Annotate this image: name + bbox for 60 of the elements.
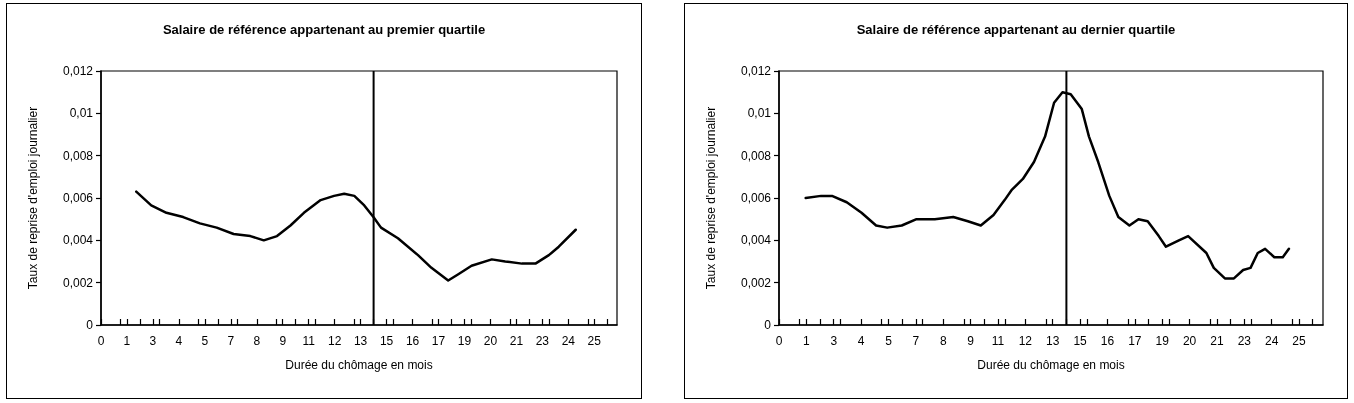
x-tick-label: 11 bbox=[991, 334, 1005, 348]
y-tick-label: 0,004 bbox=[62, 233, 94, 248]
x-tick-label: 16 bbox=[1100, 334, 1115, 348]
chart-title: Salaire de référence appartenant au premier quartile bbox=[162, 22, 486, 37]
x-tick-label: 9 bbox=[967, 334, 975, 348]
x-tick-label: 21 bbox=[509, 334, 524, 348]
x-tick-label: 15 bbox=[1073, 334, 1088, 348]
chart-title: Salaire de référence appartenant au dernier quartile bbox=[856, 22, 1176, 37]
y-tick-label: 0,012 bbox=[740, 64, 772, 78]
y-tick-label: 0,002 bbox=[62, 275, 94, 290]
x-tick-label: 17 bbox=[431, 334, 446, 348]
x-tick-label: 1 bbox=[123, 334, 131, 348]
y-axis-title: Taux de reprise d'emploi journalier bbox=[26, 106, 40, 290]
x-tick-label: 9 bbox=[279, 334, 287, 348]
y-tick-label: 0,01 bbox=[69, 106, 94, 121]
x-axis-title: Durée du chômage en mois bbox=[977, 358, 1125, 372]
y-tick-label: 0,002 bbox=[740, 275, 772, 290]
y-tick-label: 0,012 bbox=[62, 64, 94, 78]
x-tick-label: 20 bbox=[483, 334, 498, 348]
x-tick-label: 24 bbox=[561, 334, 576, 348]
y-tick-label: 0,006 bbox=[62, 191, 94, 205]
x-tick-label: 0 bbox=[97, 334, 105, 348]
y-tick-label: 0,004 bbox=[740, 233, 772, 248]
x-tick-label: 0 bbox=[775, 334, 783, 348]
x-tick-label: 12 bbox=[327, 334, 342, 348]
x-tick-label: 1 bbox=[803, 334, 811, 348]
x-tick-label: 5 bbox=[201, 334, 209, 348]
x-tick-label: 15 bbox=[379, 334, 394, 348]
x-tick-label: 19 bbox=[1155, 334, 1170, 348]
x-tick-label: 11 bbox=[302, 334, 316, 348]
y-axis-title: Taux de reprise d'emploi journalier bbox=[704, 106, 718, 290]
y-tick-label: 0,01 bbox=[747, 106, 772, 121]
x-tick-label: 12 bbox=[1018, 334, 1033, 348]
x-tick-label: 13 bbox=[353, 334, 368, 348]
x-tick-label: 7 bbox=[912, 334, 920, 348]
x-tick-label: 21 bbox=[1210, 334, 1224, 348]
x-tick-label: 25 bbox=[1292, 334, 1307, 348]
x-tick-label: 7 bbox=[227, 334, 235, 348]
x-tick-label: 23 bbox=[535, 334, 550, 348]
y-tick-label: 0,008 bbox=[62, 148, 94, 163]
x-tick-label: 13 bbox=[1046, 334, 1060, 348]
x-tick-label: 4 bbox=[175, 334, 183, 348]
x-tick-label: 8 bbox=[939, 334, 947, 348]
x-axis-title: Durée du chômage en mois bbox=[285, 358, 433, 372]
x-tick-label: 23 bbox=[1237, 334, 1252, 348]
x-tick-label: 8 bbox=[253, 334, 261, 348]
x-tick-label: 3 bbox=[830, 334, 838, 348]
x-tick-label: 3 bbox=[149, 334, 157, 348]
x-tick-label: 20 bbox=[1182, 334, 1197, 348]
y-tick-label: 0,006 bbox=[740, 191, 772, 205]
x-tick-label: 25 bbox=[587, 334, 602, 348]
x-tick-label: 24 bbox=[1265, 334, 1279, 348]
y-tick-label: 0 bbox=[86, 318, 94, 332]
y-tick-label: 0,008 bbox=[740, 148, 772, 163]
x-tick-label: 17 bbox=[1128, 334, 1142, 348]
x-tick-label: 19 bbox=[457, 334, 472, 348]
x-tick-label: 4 bbox=[857, 334, 865, 348]
y-tick-label: 0 bbox=[764, 318, 772, 332]
x-tick-label: 5 bbox=[885, 334, 893, 348]
x-tick-label: 16 bbox=[405, 334, 420, 348]
